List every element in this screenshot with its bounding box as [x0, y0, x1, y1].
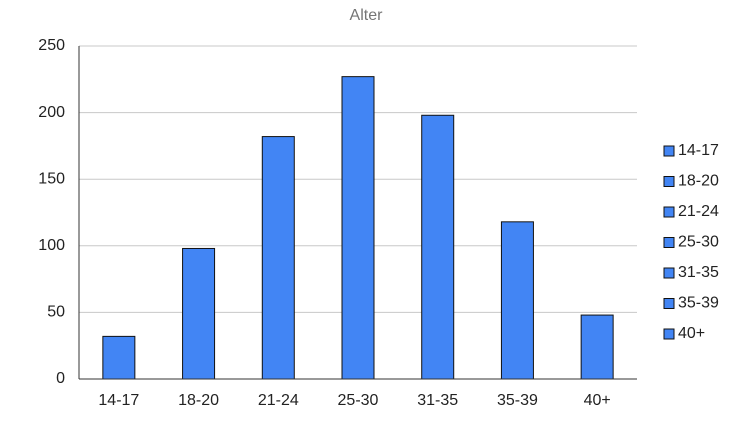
legend-swatch — [663, 328, 675, 340]
x-tick-label: 40+ — [584, 392, 611, 409]
legend-swatch — [663, 267, 675, 279]
bar — [102, 335, 136, 380]
legend-swatch — [663, 237, 675, 248]
legend-swatch — [663, 145, 675, 157]
bar — [500, 221, 534, 380]
x-tick-label: 21-24 — [258, 392, 299, 409]
y-tick-label: 150 — [38, 170, 65, 187]
legend-label: 18-20 — [678, 173, 719, 190]
bar — [580, 314, 614, 380]
y-tick-label: 50 — [47, 304, 65, 321]
bar — [421, 114, 455, 380]
bar — [182, 247, 216, 380]
x-tick-label: 18-20 — [178, 392, 219, 409]
legend-label: 14-17 — [678, 142, 719, 159]
bar — [341, 76, 375, 380]
y-tick-label: 100 — [38, 237, 65, 254]
legend-swatch — [663, 206, 675, 218]
y-tick-label: 250 — [38, 37, 65, 54]
legend-label: 40+ — [678, 325, 705, 342]
legend-label: 31-35 — [678, 264, 719, 281]
x-tick-label: 25-30 — [338, 392, 379, 409]
chart-title: Alter — [350, 7, 384, 24]
legend-label: 21-24 — [678, 203, 719, 220]
legend-swatch — [663, 298, 675, 309]
x-tick-label: 14-17 — [98, 392, 139, 409]
y-tick-label: 0 — [56, 370, 65, 387]
legend-label: 35-39 — [678, 295, 719, 312]
x-tick-label: 35-39 — [497, 392, 538, 409]
y-tick-label: 200 — [38, 104, 65, 121]
x-tick-label: 31-35 — [417, 392, 458, 409]
bar — [261, 136, 295, 380]
legend-swatch — [663, 176, 675, 187]
legend-label: 25-30 — [678, 234, 719, 251]
